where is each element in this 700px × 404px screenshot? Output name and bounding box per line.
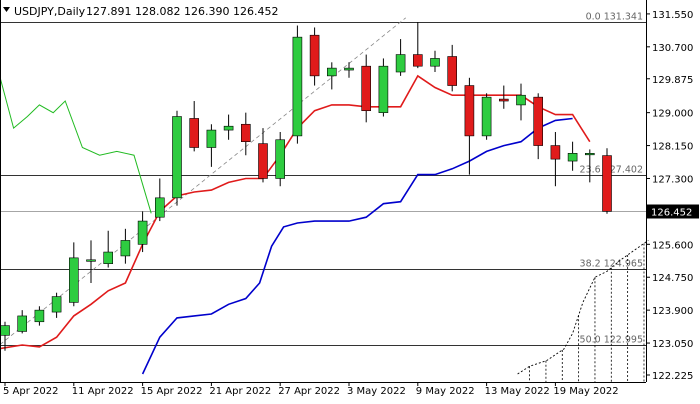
candle-body bbox=[292, 36, 303, 137]
candle-body bbox=[137, 220, 148, 245]
candle-body bbox=[189, 118, 199, 148]
candle-body bbox=[481, 96, 492, 137]
candle-body bbox=[602, 155, 612, 212]
y-tick-label: 123.050 bbox=[652, 339, 693, 350]
chikou-span-line bbox=[0, 75, 152, 214]
tenkan-line bbox=[141, 117, 573, 375]
y-tick-label: 129.000 bbox=[652, 109, 693, 120]
x-tick-label: 21 Apr 2022 bbox=[209, 386, 271, 397]
current-price-label: 126.452 bbox=[651, 208, 692, 219]
ichimoku-cloud bbox=[517, 240, 649, 382]
candle-body bbox=[155, 197, 165, 218]
fib-level-label: 0.0 131.341 bbox=[586, 12, 643, 23]
chart-header-symbol: USDJPY,Daily bbox=[14, 5, 86, 18]
candle-body bbox=[361, 65, 372, 112]
candle-body bbox=[86, 259, 96, 262]
candle-body bbox=[430, 58, 440, 67]
candle-body bbox=[120, 240, 131, 257]
candle-body bbox=[395, 54, 406, 73]
chart-menu-icon[interactable] bbox=[3, 7, 10, 12]
y-tick-label: 129.875 bbox=[652, 75, 693, 86]
x-tick-label: 13 May 2022 bbox=[485, 386, 550, 397]
x-tick-label: 27 Apr 2022 bbox=[278, 386, 340, 397]
y-tick-label: 124.750 bbox=[652, 273, 693, 284]
y-tick-label: 130.700 bbox=[652, 43, 693, 54]
candle-body bbox=[172, 116, 182, 199]
candle-body bbox=[103, 251, 113, 264]
candle-body bbox=[464, 85, 475, 137]
y-tick-label: 122.225 bbox=[652, 371, 693, 382]
cloud-span-a bbox=[517, 240, 649, 375]
y-tick-label: 123.900 bbox=[652, 306, 693, 317]
x-tick-label: 5 Apr 2022 bbox=[3, 386, 58, 397]
y-tick-label: 125.600 bbox=[652, 240, 693, 251]
candle-body bbox=[258, 143, 268, 179]
candle-body bbox=[309, 34, 320, 77]
candle-body bbox=[567, 153, 578, 162]
x-tick-label: 19 May 2022 bbox=[553, 386, 618, 397]
chart-header-ohlc: 127.891 128.082 126.390 126.452 bbox=[86, 5, 278, 18]
candle-body bbox=[34, 309, 45, 323]
candle-body bbox=[275, 139, 286, 179]
trend-line-group bbox=[0, 17, 407, 346]
y-tick-label: 128.150 bbox=[652, 142, 693, 153]
candle-body bbox=[69, 257, 79, 303]
candle-body bbox=[241, 123, 251, 142]
candle-body bbox=[378, 65, 389, 113]
candle-body bbox=[533, 96, 544, 146]
candle-body bbox=[344, 67, 354, 71]
current-price-tag bbox=[647, 204, 699, 219]
x-tick-label: 9 May 2022 bbox=[416, 386, 475, 397]
candle-body bbox=[17, 315, 28, 332]
candle-body bbox=[516, 94, 526, 106]
candlesticks bbox=[0, 22, 612, 351]
x-tick-label: 11 Apr 2022 bbox=[72, 386, 134, 397]
candle-body bbox=[498, 98, 509, 102]
candle-body bbox=[584, 153, 595, 156]
candle-body bbox=[223, 125, 234, 131]
candle-body bbox=[206, 129, 217, 148]
x-tick-label: 15 Apr 2022 bbox=[141, 386, 203, 397]
x-tick-label: 3 May 2022 bbox=[347, 386, 406, 397]
candle-body bbox=[412, 54, 423, 67]
candle-body bbox=[0, 325, 10, 336]
fib-level-label: 38.2 124.965 bbox=[580, 259, 643, 270]
trend-line bbox=[0, 17, 407, 346]
y-tick-label: 131.550 bbox=[652, 10, 693, 21]
candle-body bbox=[447, 56, 458, 86]
axes bbox=[0, 0, 650, 386]
candle-body bbox=[326, 67, 337, 77]
candle-body bbox=[550, 145, 561, 160]
axis-labels: 131.550 130.700 129.875 129.000 128.150 127.3… bbox=[3, 10, 699, 397]
y-tick-label: 127.300 bbox=[652, 174, 693, 185]
candle-body bbox=[51, 296, 62, 313]
